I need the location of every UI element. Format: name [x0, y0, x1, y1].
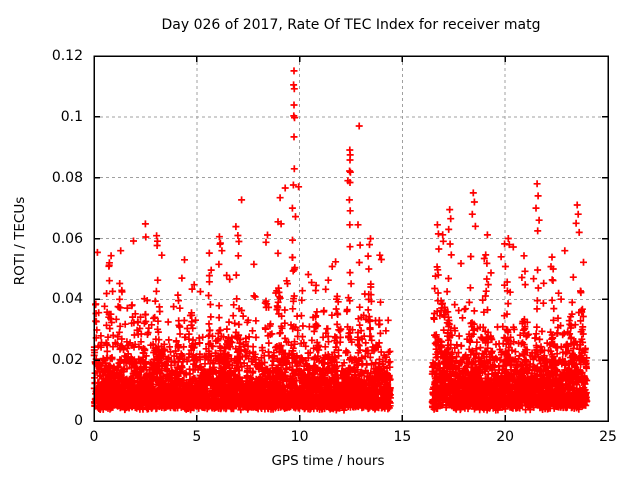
y-tick-label: 0 — [74, 413, 83, 429]
x-tick-label: 0 — [89, 429, 99, 445]
y-tick-label: 0.02 — [51, 352, 83, 369]
chart-title: Day 026 of 2017, Rate Of TEC Index for r… — [161, 17, 541, 33]
x-tick-label: 5 — [192, 429, 202, 445]
y-tick-label: 0.04 — [51, 291, 83, 308]
y-tick-label: 0.08 — [51, 169, 83, 186]
y-tick-label: 0.1 — [60, 108, 83, 125]
x-tick-label: 25 — [599, 429, 617, 445]
x-tick-label: 10 — [290, 429, 309, 445]
x-tick-label: 15 — [393, 429, 412, 445]
data-points — [90, 67, 591, 414]
y-tick-label: 0.12 — [51, 48, 83, 64]
y-tick-label: 0.06 — [51, 230, 83, 247]
x-tick-label: 20 — [496, 429, 515, 445]
x-axis-label: GPS time / hours — [271, 453, 385, 469]
